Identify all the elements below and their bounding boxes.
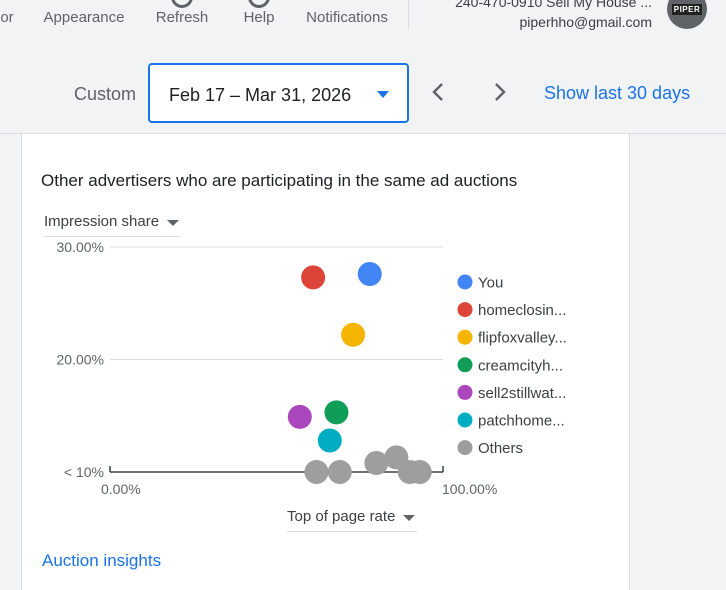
legend-label: sell2stillwat... [478, 385, 566, 402]
refresh-icon [171, 0, 193, 8]
help-icon [248, 0, 270, 8]
y-tick-label: 20.00% [57, 352, 104, 368]
data-point [317, 428, 342, 453]
legend-label: creamcityh... [478, 357, 563, 374]
card-title: Other advertisers who are participating … [41, 171, 518, 190]
legend-swatch [457, 302, 473, 318]
chart-axis [109, 466, 444, 473]
chart-points [287, 262, 432, 484]
account-name: 240-470-0910 Sell My House ... [455, 0, 652, 10]
previous-period-button[interactable] [427, 80, 451, 104]
data-point [407, 460, 432, 484]
avatar-logo-text: PIPER [671, 3, 703, 15]
top-toolbar: or Appearance Refresh Help Notifications… [0, 0, 726, 42]
x-tick-label: 0.00% [101, 481, 141, 497]
chevron-right-icon [495, 83, 506, 101]
x-tick-label: 100.00% [442, 481, 497, 497]
legend-label: Others [478, 440, 523, 457]
avatar[interactable]: PIPER [667, 0, 707, 29]
legend-swatch [457, 274, 473, 290]
x-metric-select[interactable]: Top of page rate [287, 508, 418, 532]
caret-down-icon [403, 515, 416, 521]
legend-label: homeclosin... [478, 302, 566, 319]
next-period-button[interactable] [487, 80, 511, 104]
data-point [301, 265, 326, 290]
y-metric-label: Impression share [44, 213, 160, 230]
legend-swatch [457, 384, 473, 400]
toolbar-item-label: Appearance [43, 9, 125, 26]
data-point [324, 400, 349, 425]
date-range-value: Feb 17 – Mar 31, 2026 [169, 85, 352, 105]
legend-swatch [457, 440, 473, 456]
legend-label: flipfoxvalley... [478, 330, 567, 347]
data-point [327, 460, 352, 484]
account-info[interactable]: 240-470-0910 Sell My House ... piperhho@… [455, 0, 652, 32]
header-divider [0, 133, 726, 134]
chart-gridlines [110, 246, 443, 360]
caret-down-icon [377, 91, 389, 98]
toolbar-item-notifications[interactable]: Notifications [298, 0, 396, 42]
y-metric-select[interactable]: Impression share [44, 213, 182, 237]
legend-label: patchhome... [478, 413, 565, 430]
toolbar-item-editor[interactable]: or [0, 0, 16, 42]
y-tick-label: < 10% [64, 464, 104, 480]
toolbar-item-label: Refresh [155, 9, 209, 26]
caret-down-icon [167, 220, 180, 226]
data-point [304, 460, 329, 484]
legend-swatch [457, 412, 473, 428]
toolbar-divider [408, 0, 409, 30]
toolbar-item-label: Notifications [306, 9, 388, 26]
toolbar-item-refresh[interactable]: Refresh [148, 0, 216, 42]
toolbar-item-appearance[interactable]: Appearance [36, 0, 132, 42]
scatter-chart: 30.00% 20.00% < 10%0.00% 100.00% You homeclo… [57, 239, 567, 497]
date-range-select[interactable]: Feb 17 – Mar 31, 2026 [148, 63, 409, 123]
date-mode-label: Custom [74, 84, 137, 104]
toolbar-item-label: Help [243, 9, 275, 26]
data-point [357, 262, 382, 286]
show-last-30-days-link[interactable]: Show last 30 days [544, 83, 691, 103]
data-point [287, 404, 312, 429]
account-email: piperhho@gmail.com [519, 14, 653, 30]
data-point [341, 322, 366, 347]
chevron-left-icon [432, 83, 443, 101]
chart-tick-labels: 30.00% 20.00% < 10%0.00% 100.00% [57, 239, 498, 497]
date-range-bar: Custom Feb 17 – Mar 31, 2026 Show last 3… [0, 60, 726, 124]
chart-legend: You homeclosin... flipfoxvalley... creamcit… [457, 274, 567, 457]
auction-competitors-card: Other advertisers who are participating … [21, 134, 630, 590]
toolbar-item-label: or [0, 9, 14, 26]
auction-insights-link[interactable]: Auction insights [42, 551, 162, 570]
legend-swatch [457, 357, 473, 373]
toolbar-item-help[interactable]: Help [236, 0, 282, 42]
legend-swatch [457, 329, 473, 345]
legend-label: You [478, 275, 503, 292]
y-tick-label: 30.00% [57, 239, 104, 255]
x-metric-label: Top of page rate [287, 508, 396, 525]
data-point [364, 451, 389, 475]
